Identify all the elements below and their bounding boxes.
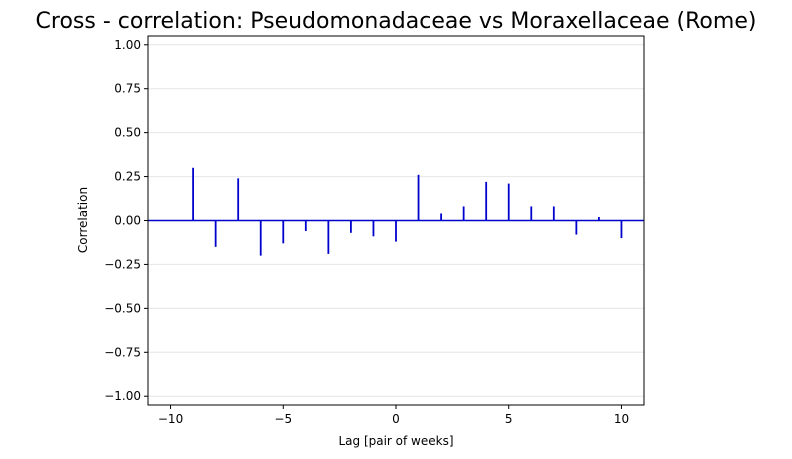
x-tick-label: −5 [274, 412, 292, 426]
x-tick-label: 0 [392, 412, 400, 426]
y-tick-label: 0.25 [114, 170, 141, 184]
chart-title: Cross - correlation: Pseudomonadaceae vs… [36, 9, 757, 34]
y-tick-label: 0.75 [114, 82, 141, 96]
y-tick-label: 0.50 [114, 126, 141, 140]
y-tick-label: −1.00 [104, 389, 141, 403]
y-tick-label: −0.25 [104, 257, 141, 271]
y-tick-label: 1.00 [114, 38, 141, 52]
correlation-stems [192, 167, 623, 256]
y-tick-label: −0.50 [104, 301, 141, 315]
x-axis-ticks: −10 −5 0 5 10 [158, 405, 629, 426]
x-tick-label: 10 [614, 412, 629, 426]
x-axis-label: Lag [pair of weeks] [338, 434, 453, 448]
y-tick-label: 0.00 [114, 214, 141, 228]
y-axis-ticks: −1.00 −0.75 −0.50 −0.25 0.00 0.25 0.50 0.75 1.00 [104, 38, 148, 403]
y-tick-label: −0.75 [104, 345, 141, 359]
x-tick-label: −10 [158, 412, 183, 426]
y-axis-label: Correlation [76, 187, 90, 253]
x-tick-label: 5 [505, 412, 513, 426]
